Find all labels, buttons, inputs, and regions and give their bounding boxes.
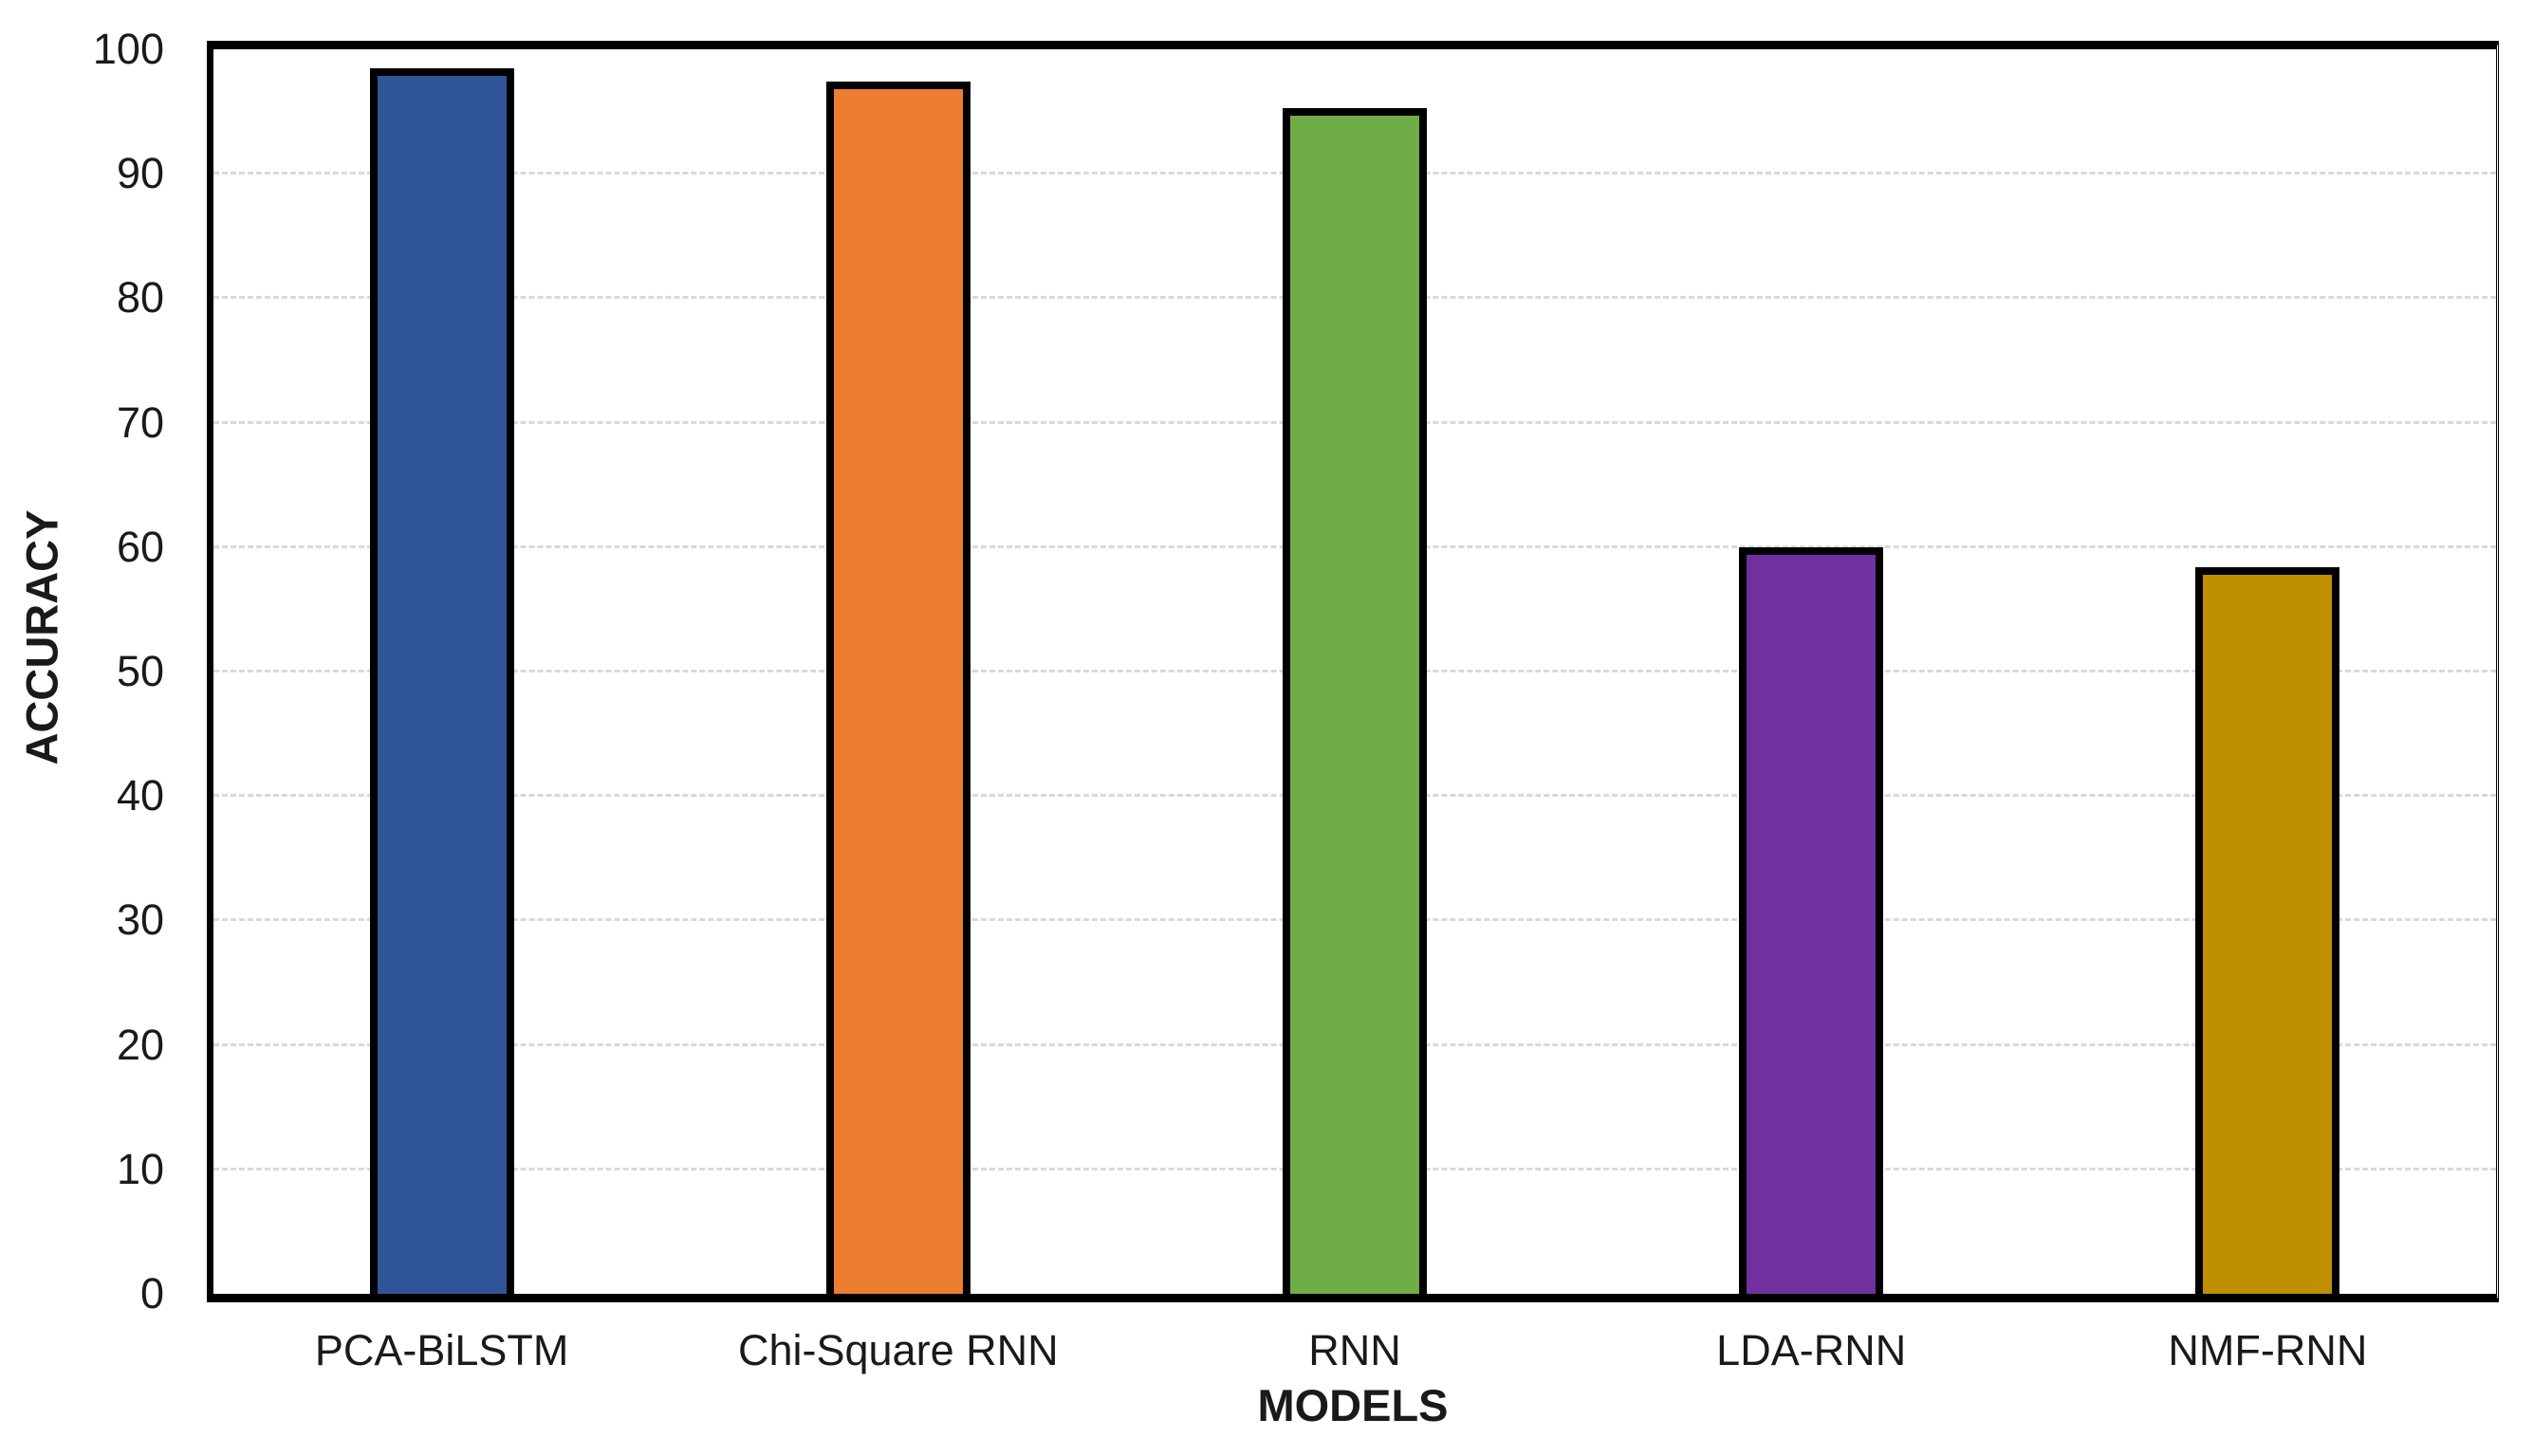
- y-tick-label-80: 80: [116, 273, 164, 323]
- bar-pca-bilstm: [369, 67, 514, 1294]
- x-tick-label-chi-square-rnn: Chi-Square RNN: [737, 1326, 1059, 1374]
- x-tick-label-lda-rnn: LDA-RNN: [1716, 1326, 1907, 1374]
- bar-nmf-rnn: [2195, 566, 2340, 1294]
- y-tick-label-40: 40: [116, 771, 164, 820]
- bar-slot-pca-bilstm: [213, 49, 670, 1294]
- bar-chi-square-rnn: [825, 82, 971, 1294]
- bar-slot-lda-rnn: [1583, 49, 2040, 1294]
- bar-rnn: [1283, 107, 1427, 1294]
- y-tick-label-70: 70: [116, 397, 164, 447]
- y-tick-label-0: 0: [139, 1269, 164, 1318]
- y-tick-label-60: 60: [116, 522, 164, 571]
- x-axis-title: MODELS: [1257, 1380, 1449, 1430]
- bar-lda-rnn: [1739, 546, 1884, 1294]
- y-tick-label-30: 30: [116, 895, 164, 945]
- plot-area: [207, 41, 2499, 1302]
- bar-series: [213, 49, 2496, 1294]
- x-tick-label-rnn: RNN: [1308, 1326, 1401, 1374]
- bar-slot-rnn: [1126, 49, 1582, 1294]
- y-tick-label-20: 20: [116, 1020, 164, 1069]
- bar-slot-chi-square-rnn: [670, 49, 1126, 1294]
- x-tick-label-nmf-rnn: NMF-RNN: [2168, 1326, 2368, 1374]
- y-tick-label-50: 50: [116, 647, 164, 695]
- bar-slot-nmf-rnn: [2040, 49, 2496, 1294]
- y-tick-label-90: 90: [116, 149, 164, 198]
- y-tick-label-100: 100: [92, 25, 164, 73]
- y-tick-label-10: 10: [116, 1144, 164, 1193]
- x-tick-label-pca-bilstm: PCA-BiLSTM: [314, 1326, 569, 1374]
